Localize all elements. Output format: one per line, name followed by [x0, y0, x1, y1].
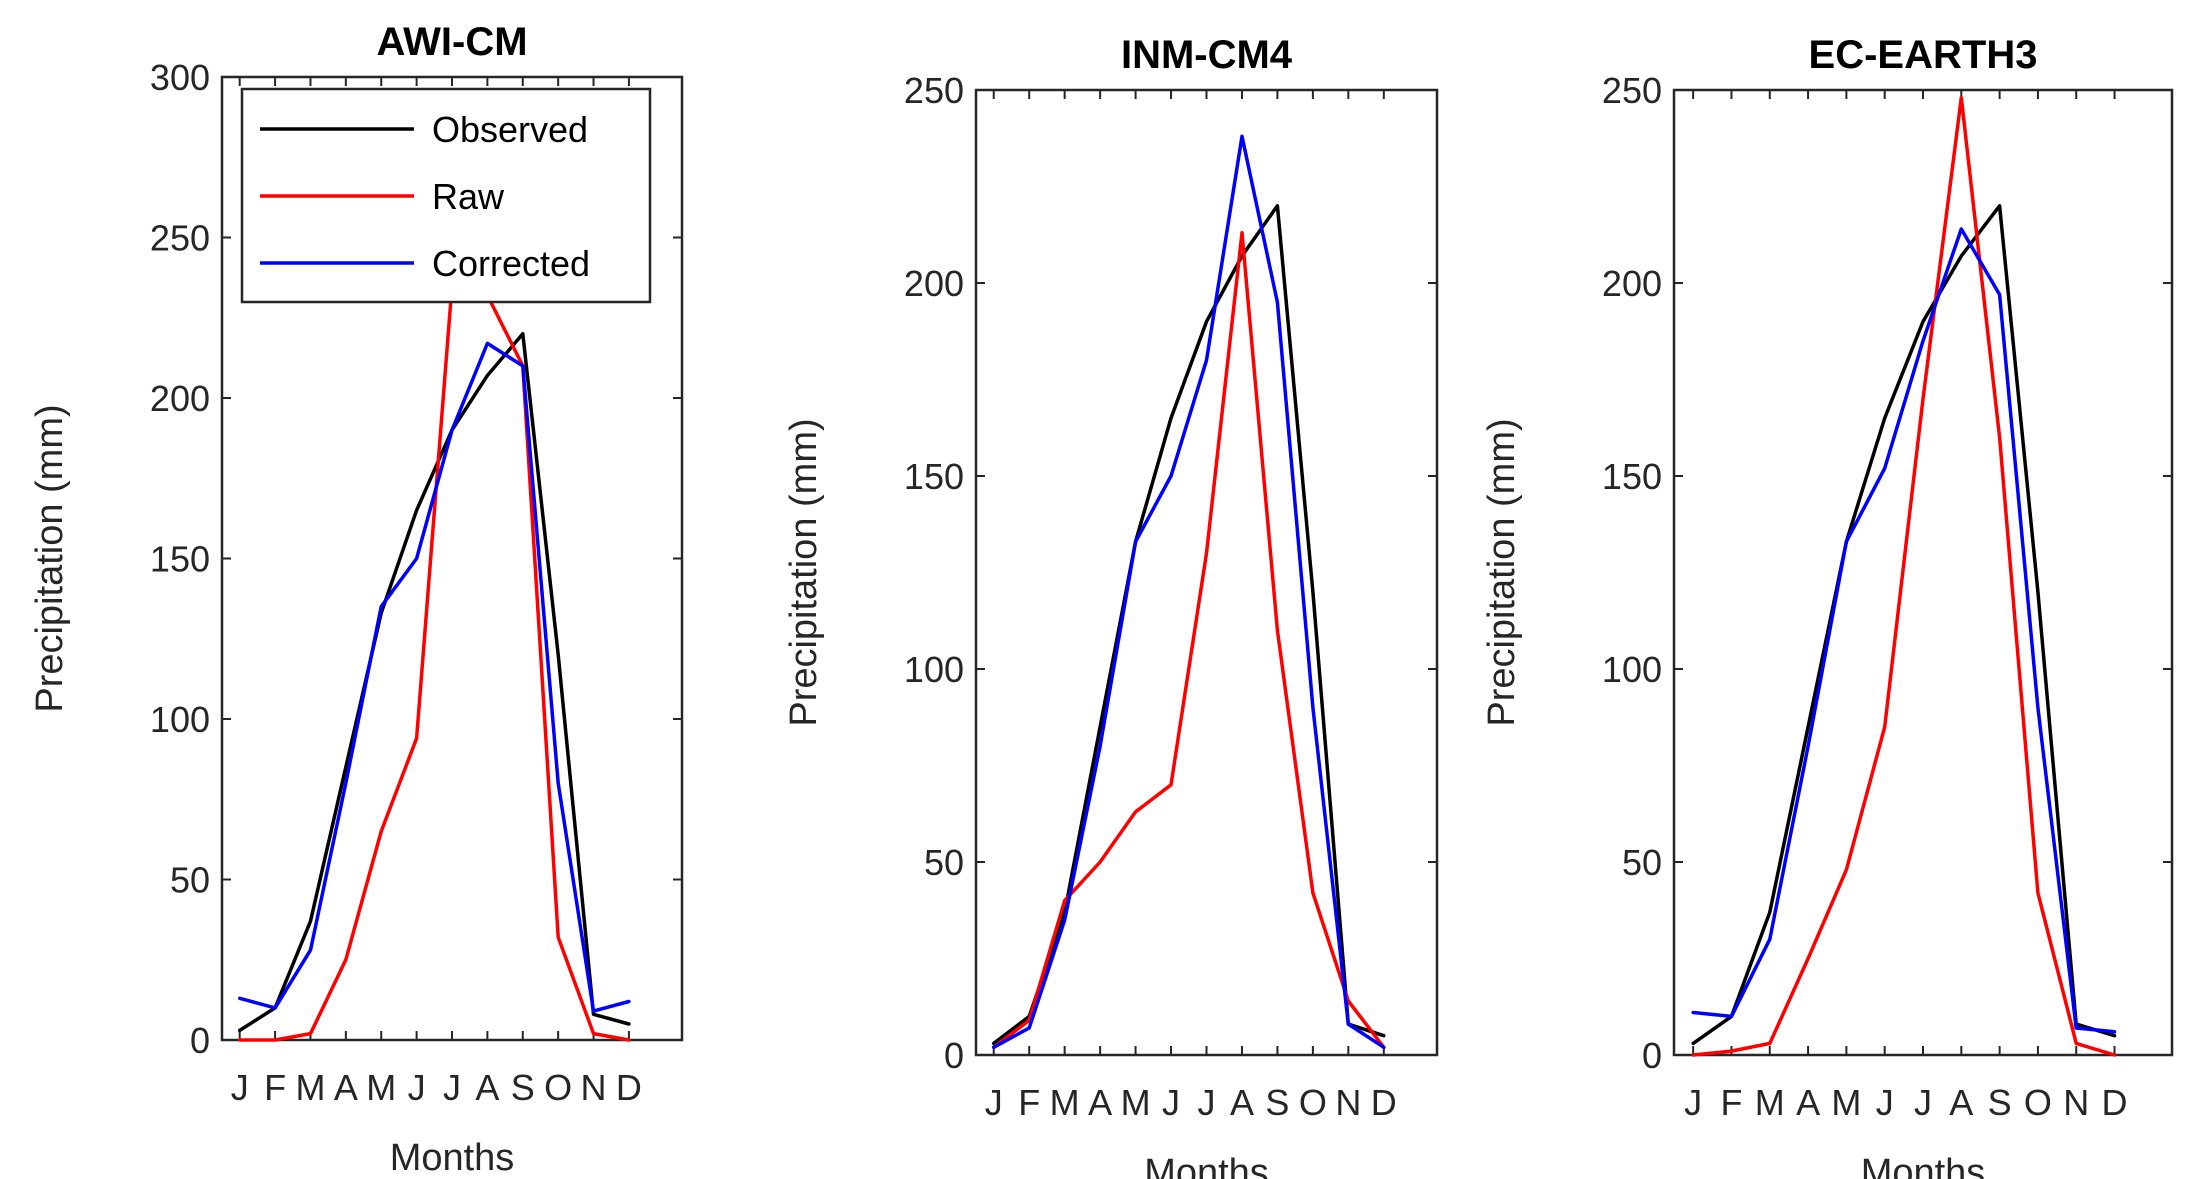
x-tick-label: A [334, 1067, 358, 1108]
panel-awi-cm: AWI-CM Months Precipitation (mm) 0 50 100 1… [29, 20, 684, 1179]
y-tick-label: 100 [150, 699, 210, 740]
x-tick-label: J [443, 1067, 461, 1108]
y-tick-label: 250 [1602, 70, 1662, 111]
legend-entry: Corrected [432, 243, 590, 284]
series-line-raw [1691, 95, 2117, 1057]
series-line-corrected [237, 341, 631, 1013]
x-tick-label: J [231, 1067, 249, 1108]
y-axis-label: Precipitation (mm) [1481, 418, 1523, 726]
axes-box [974, 88, 1439, 1057]
x-tick-label: D [2102, 1082, 2128, 1123]
x-axis-label: Months [390, 1137, 515, 1179]
x-axis-label: Months [1861, 1152, 1986, 1179]
x-tick-label: M [1831, 1082, 1861, 1123]
x-tick-label: M [1050, 1082, 1080, 1123]
x-tick-label: F [1720, 1082, 1742, 1123]
panel-ec-earth3: EC-EARTH3 Months Precipitation (mm) 0 50 1… [1481, 33, 2174, 1179]
legend: Observed Raw Corrected [240, 87, 652, 304]
x-tick-label: A [1230, 1082, 1254, 1123]
x-tick-label: S [1265, 1082, 1289, 1123]
panel-inm-cm4: INM-CM4 Months Precipitation (mm) 0 50 100… [783, 33, 1439, 1179]
y-axis-label: Precipitation (mm) [783, 418, 825, 726]
x-tick-label: J [1914, 1082, 1932, 1123]
y-tick-label: 200 [1602, 263, 1662, 304]
series-line-corrected [1691, 227, 2117, 1034]
x-tick-label: O [1299, 1082, 1327, 1123]
x-tick-label: J [1876, 1082, 1894, 1123]
x-tick-label: M [295, 1067, 325, 1108]
x-tick-label: N [581, 1067, 607, 1108]
x-tick-label: A [1088, 1082, 1112, 1123]
x-tick-label: A [1949, 1082, 1973, 1123]
x-tick-label: D [616, 1067, 642, 1108]
y-axis-label: Precipitation (mm) [29, 404, 71, 712]
x-tick-label: J [1198, 1082, 1216, 1123]
series-line-observed [1691, 204, 2117, 1046]
axes-box [1672, 88, 2174, 1057]
y-tick-label: 250 [150, 218, 210, 259]
y-tick-label: 150 [1602, 456, 1662, 497]
y-tick-label: 150 [150, 539, 210, 580]
y-tick-label: 200 [904, 263, 964, 304]
y-tick-label: 0 [190, 1020, 210, 1061]
series-line-corrected [991, 134, 1386, 1050]
series-line-observed [237, 332, 631, 1033]
x-tick-label: J [1162, 1082, 1180, 1123]
x-tick-label: S [1988, 1082, 2012, 1123]
y-tick-label: 200 [150, 378, 210, 419]
panel-title: INM-CM4 [1121, 33, 1293, 77]
y-tick-label: 250 [904, 70, 964, 111]
y-tick-label: 50 [924, 842, 964, 883]
x-tick-label: F [264, 1067, 286, 1108]
y-tick-label: 300 [150, 57, 210, 98]
y-tick-label: 50 [170, 860, 210, 901]
x-axis-label: Months [1144, 1152, 1269, 1179]
x-tick-label: F [1018, 1082, 1040, 1123]
x-tick-label: N [2063, 1082, 2089, 1123]
x-tick-label: O [544, 1067, 572, 1108]
x-tick-label: M [366, 1067, 396, 1108]
series-line-raw [237, 283, 631, 1042]
x-tick-label: A [1796, 1082, 1820, 1123]
x-tick-label: M [1121, 1082, 1151, 1123]
y-tick-label: 100 [1602, 649, 1662, 690]
y-tick-label: 0 [944, 1035, 964, 1076]
x-tick-label: J [1684, 1082, 1702, 1123]
x-tick-label: A [475, 1067, 499, 1108]
legend-entry: Observed [432, 109, 588, 150]
x-tick-label: J [408, 1067, 426, 1108]
x-tick-label: O [2024, 1082, 2052, 1123]
x-tick-label: S [511, 1067, 535, 1108]
series-line-raw [991, 231, 1386, 1050]
y-tick-label: 150 [904, 456, 964, 497]
legend-entry: Raw [432, 176, 505, 217]
panel-title: AWI-CM [376, 20, 527, 64]
y-tick-label: 100 [904, 649, 964, 690]
x-tick-label: M [1755, 1082, 1785, 1123]
series-line-observed [991, 204, 1386, 1046]
x-tick-label: N [1335, 1082, 1361, 1123]
x-tick-label: J [985, 1082, 1003, 1123]
x-tick-label: D [1371, 1082, 1397, 1123]
y-tick-label: 0 [1642, 1035, 1662, 1076]
panel-title: EC-EARTH3 [1809, 33, 2038, 77]
y-tick-label: 50 [1622, 842, 1662, 883]
